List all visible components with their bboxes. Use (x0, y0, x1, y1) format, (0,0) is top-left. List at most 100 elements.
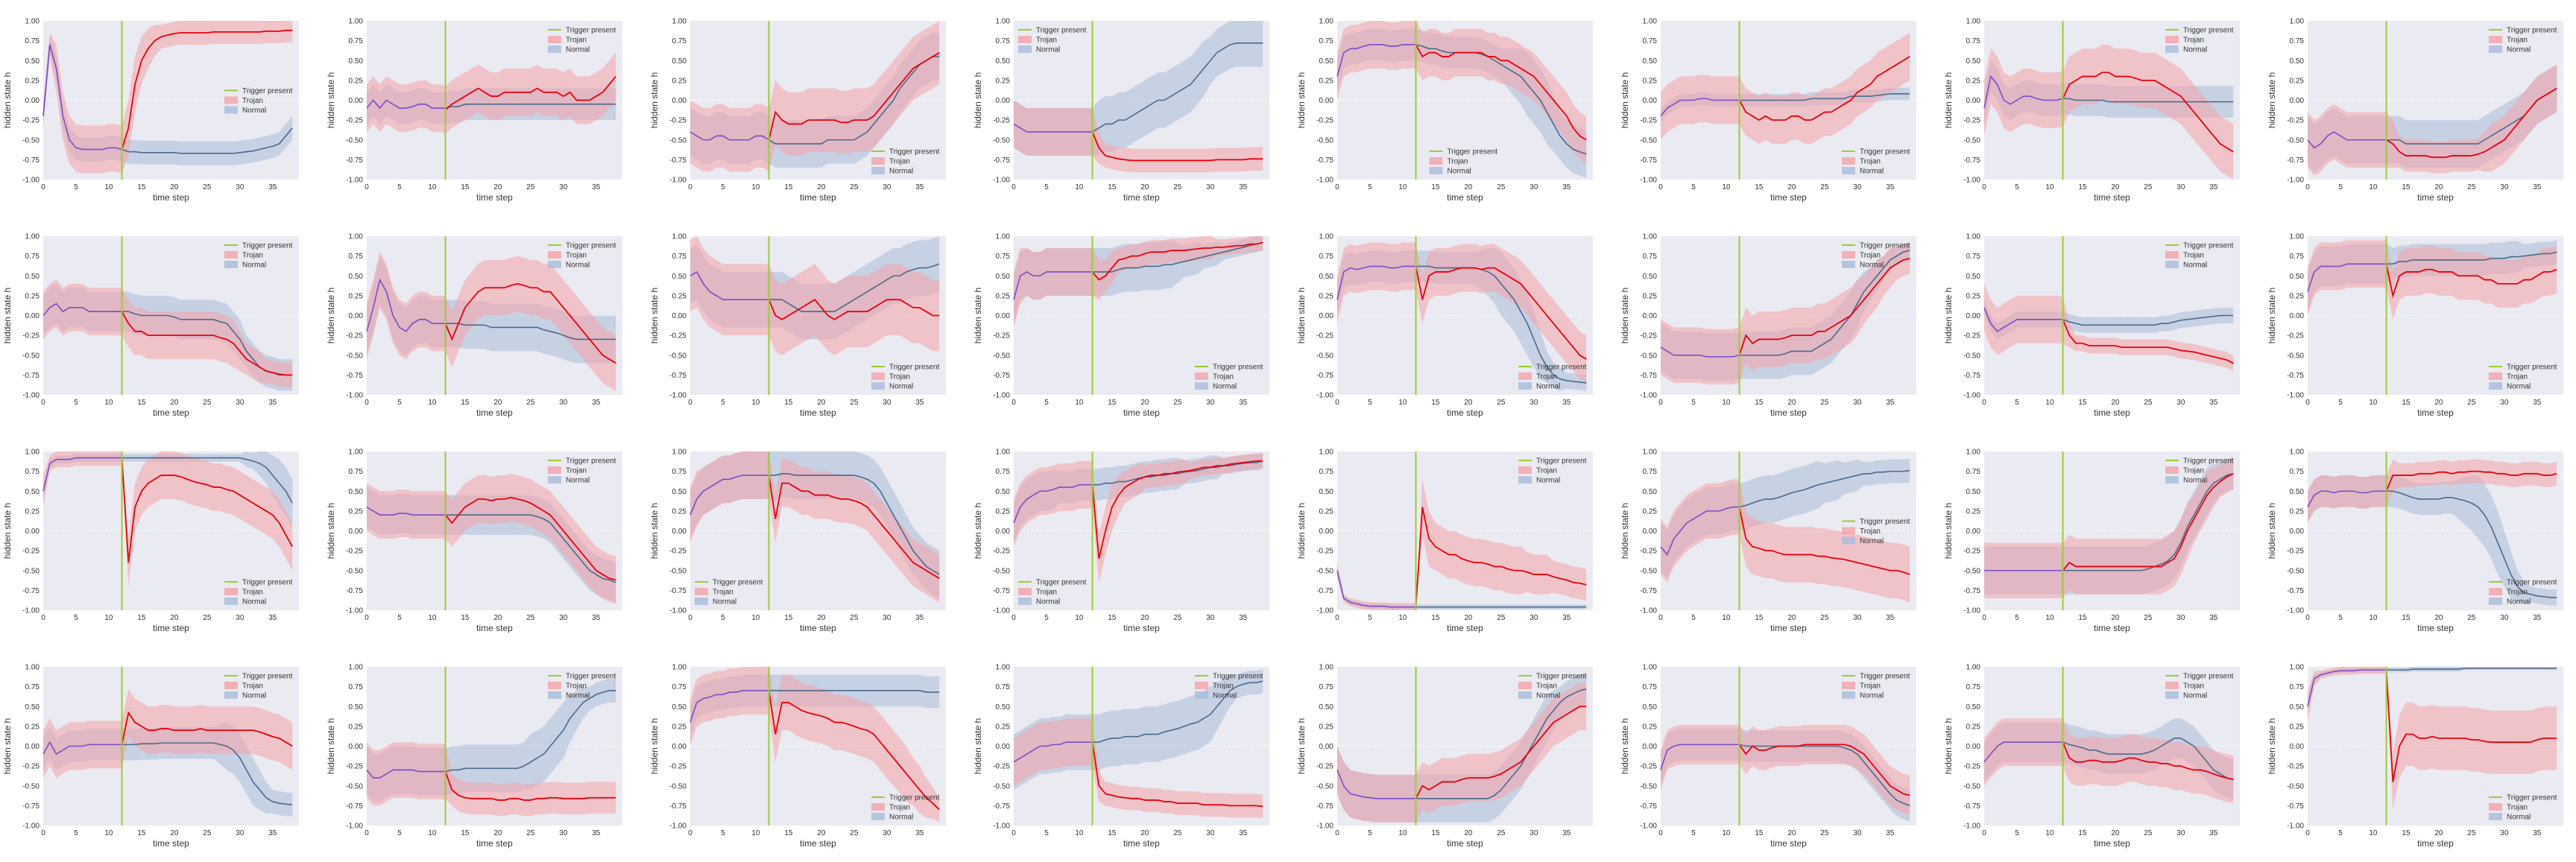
legend-label: Normal (2183, 692, 2207, 700)
shared-mean-line (1660, 346, 1740, 358)
x-axis-label: time step (1123, 838, 1160, 849)
legend-label: Trigger present (1036, 27, 1087, 35)
trojan-mean-line (2062, 319, 2234, 364)
y-tick-label: 1.00 (672, 449, 687, 457)
x-tick-label: 5 (2338, 183, 2343, 191)
normal-std-band (2308, 475, 2557, 606)
subplot: -1.00 -0.75 -0.50 -0.25 0.00 0.25 0.50 0.75 1.00… (2, 664, 299, 849)
y-tick-label: -0.50 (993, 136, 1010, 145)
x-tick-label: 5 (397, 614, 402, 622)
x-axis-label: time step (476, 838, 513, 849)
legend-swatch (548, 476, 561, 484)
y-tick-label: 0.50 (1966, 273, 1981, 281)
trojan-std-band (1984, 457, 2234, 599)
x-tick-label: 20 (493, 614, 502, 622)
x-tick-label: 5 (2015, 399, 2019, 407)
normal-mean-line (2062, 98, 2234, 103)
y-tick-label: -1.00 (669, 823, 686, 831)
x-tick-label: 15 (1108, 614, 1117, 622)
x-tick-label: 5 (721, 614, 725, 622)
x-tick-label: 30 (2176, 829, 2185, 837)
y-tick-label: 0.00 (25, 527, 40, 536)
x-tick-label: 20 (1464, 183, 1473, 191)
y-tick-label: -1.00 (1640, 607, 1657, 615)
x-tick-label: 20 (2111, 829, 2120, 837)
trojan-std-band (1984, 718, 2234, 804)
y-tick-label: -0.50 (669, 136, 686, 145)
y-tick-label: 1.00 (1966, 664, 1981, 672)
y-tick-label: 0.00 (25, 312, 40, 320)
normal-std-band (43, 37, 293, 165)
legend: Trigger present Trojan Normal (224, 242, 293, 270)
y-tick-label: 0.00 (349, 97, 364, 105)
x-tick-label: 30 (883, 614, 891, 622)
y-tick-label: 1.00 (1319, 233, 1334, 241)
y-tick-label: 0.00 (1319, 527, 1334, 536)
y-tick-label: 0.50 (996, 273, 1011, 281)
y-tick-label: -0.75 (346, 156, 363, 165)
y-tick-label: -0.75 (1640, 587, 1657, 595)
legend: Trigger present Trojan Normal (1429, 148, 1497, 176)
x-tick-label: 0 (2305, 183, 2310, 191)
trojan-std-band (43, 279, 293, 387)
x-tick-label: 5 (2015, 183, 2019, 191)
trojan-std-band (1014, 100, 1263, 173)
y-axis-label: hidden state h (649, 72, 660, 128)
x-tick-label: 20 (1787, 183, 1796, 191)
trojan-mean-line (768, 475, 940, 580)
x-tick-label: 5 (1691, 183, 1696, 191)
subplot: -1.00 -0.75 -0.50 -0.25 0.00 0.25 0.50 0.75 1.00… (326, 449, 622, 633)
x-tick-label: 0 (1658, 183, 1663, 191)
legend-label: Trojan (1860, 527, 1881, 536)
y-tick-label: 0.25 (996, 507, 1011, 516)
subplot: -1.00 -0.75 -0.50 -0.25 0.00 0.25 0.50 0.75 1.00… (973, 18, 1269, 203)
y-axis-label: hidden state h (326, 503, 336, 559)
x-tick-label: 20 (170, 829, 179, 837)
y-axis-label: hidden state h (973, 72, 983, 128)
y-tick-label: -0.75 (1640, 802, 1657, 811)
y-tick-label: 0.00 (672, 312, 687, 320)
legend-label: Trojan (889, 804, 910, 812)
y-tick-label: 0.00 (1643, 743, 1658, 751)
y-tick-label: -1.00 (669, 607, 686, 615)
y-tick-label: 0.25 (25, 507, 40, 516)
y-tick-label: -0.50 (669, 567, 686, 575)
legend-label: Trigger present (2183, 242, 2234, 250)
y-tick-label: -1.00 (2287, 823, 2304, 831)
y-axis-label: hidden state h (1296, 72, 1307, 128)
x-tick-label: 15 (784, 829, 793, 837)
subplot: -1.00 -0.75 -0.50 -0.25 0.00 0.25 0.50 0.75 1.00… (2267, 449, 2563, 633)
x-tick-label: 20 (170, 399, 179, 407)
trojan-mean-line (444, 771, 616, 801)
y-tick-label: 1.00 (1966, 18, 1981, 26)
legend-swatch (1842, 167, 1855, 174)
y-tick-label: 0.75 (2290, 468, 2305, 476)
y-tick-label: -0.25 (1316, 548, 1333, 556)
legend-label: Normal (2507, 598, 2531, 606)
x-tick-label: 25 (203, 399, 212, 407)
x-axis-label: time step (153, 623, 189, 633)
legend-label: Trigger present (1213, 673, 1263, 681)
y-tick-label: -0.50 (22, 352, 40, 360)
y-axis-label: hidden state h (326, 288, 336, 343)
legend-label: Trigger present (2183, 27, 2234, 35)
x-tick-label: 15 (1431, 614, 1440, 622)
x-tick-label: 35 (1239, 183, 1248, 191)
y-tick-label: -0.50 (22, 136, 40, 145)
y-tick-label: 0.50 (349, 488, 364, 496)
x-tick-label: 30 (236, 829, 244, 837)
trojan-mean-line (2062, 473, 2234, 571)
y-tick-label: -1.00 (346, 607, 363, 615)
y-tick-label: -0.75 (1640, 156, 1657, 165)
trojan-mean-line (2385, 264, 2557, 299)
x-tick-label: 25 (526, 614, 535, 622)
legend-swatch (1518, 476, 1532, 484)
x-tick-label: 35 (592, 829, 601, 837)
normal-mean-line (1739, 744, 1910, 807)
x-axis-label: time step (1770, 623, 1807, 633)
x-tick-label: 10 (1075, 829, 1084, 837)
y-tick-label: -0.75 (1963, 802, 1980, 811)
x-axis-label: time step (2417, 838, 2454, 849)
normal-mean-line (1092, 241, 1263, 273)
y-tick-label: 0.50 (2290, 57, 2305, 66)
